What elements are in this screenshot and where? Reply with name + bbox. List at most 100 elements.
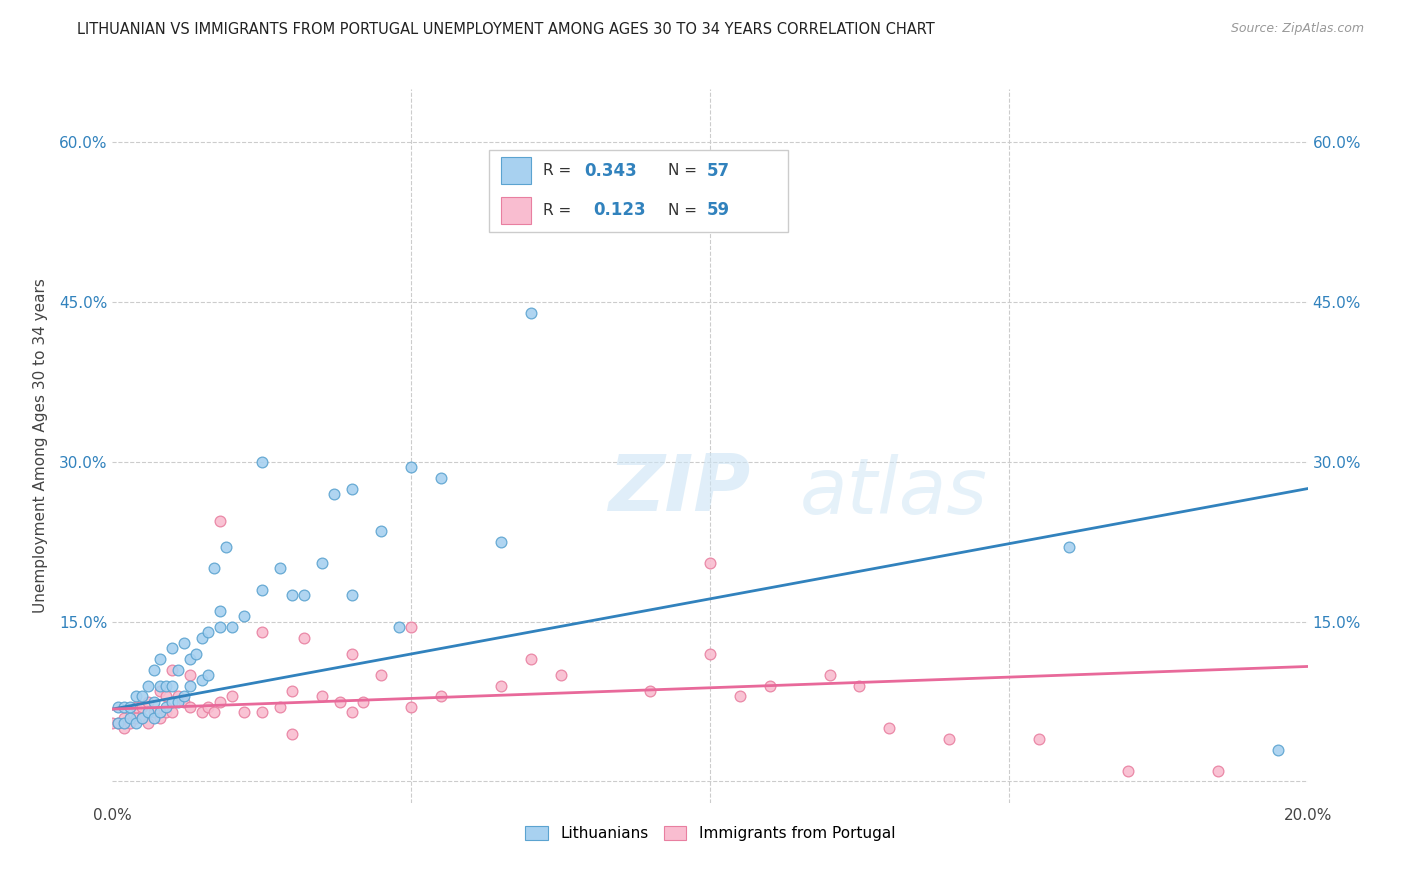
Point <box>1057 540 1080 554</box>
Point <box>197 625 219 640</box>
Point <box>125 715 148 730</box>
Point <box>143 663 166 677</box>
Point <box>167 690 190 704</box>
Point <box>120 710 142 724</box>
Point <box>640 684 662 698</box>
Point <box>292 631 315 645</box>
Text: Source: ZipAtlas.com: Source: ZipAtlas.com <box>1230 22 1364 36</box>
Point <box>370 524 392 539</box>
Point <box>329 695 352 709</box>
Point <box>281 726 304 740</box>
Point <box>281 588 304 602</box>
Point <box>114 715 135 730</box>
Point <box>209 604 232 618</box>
Point <box>125 700 148 714</box>
Point <box>489 534 512 549</box>
Point <box>699 556 721 570</box>
Point <box>221 620 243 634</box>
Point <box>269 561 291 575</box>
Point <box>149 710 172 724</box>
Point <box>340 588 363 602</box>
Point <box>149 679 172 693</box>
Point <box>197 668 219 682</box>
Point <box>340 482 363 496</box>
Point <box>430 690 453 704</box>
Point <box>340 647 363 661</box>
Point <box>322 487 344 501</box>
Point <box>353 695 375 709</box>
Point <box>401 700 423 714</box>
Point <box>311 556 333 570</box>
Point <box>818 668 841 682</box>
Point <box>311 690 333 704</box>
Point <box>162 663 183 677</box>
Point <box>173 695 195 709</box>
Point <box>179 679 201 693</box>
Point <box>173 636 195 650</box>
Point <box>138 715 160 730</box>
Point <box>131 700 153 714</box>
Point <box>125 710 148 724</box>
Point <box>114 721 135 735</box>
Point <box>138 679 160 693</box>
Legend: Lithuanians, Immigrants from Portugal: Lithuanians, Immigrants from Portugal <box>517 818 903 848</box>
Point <box>162 679 183 693</box>
Point <box>162 641 183 656</box>
Point <box>120 700 142 714</box>
Point <box>197 700 219 714</box>
Point <box>759 679 782 693</box>
Y-axis label: Unemployment Among Ages 30 to 34 years: Unemployment Among Ages 30 to 34 years <box>32 278 48 614</box>
Point <box>143 706 166 720</box>
Point <box>430 471 453 485</box>
Point <box>292 588 315 602</box>
Point <box>114 710 135 724</box>
Point <box>550 668 572 682</box>
Point <box>155 690 177 704</box>
Point <box>131 710 153 724</box>
Point <box>167 663 190 677</box>
Point <box>209 620 232 634</box>
Point <box>191 631 214 645</box>
Point <box>155 679 177 693</box>
Point <box>250 625 273 640</box>
Point <box>186 647 208 661</box>
Point <box>848 679 870 693</box>
Point <box>215 540 238 554</box>
Point <box>401 460 423 475</box>
Point <box>131 690 153 704</box>
Point <box>250 455 273 469</box>
Point <box>1028 731 1050 746</box>
Point <box>114 700 135 714</box>
Point <box>209 695 232 709</box>
Point <box>131 710 153 724</box>
Point <box>162 706 183 720</box>
Point <box>209 514 232 528</box>
Point <box>388 620 411 634</box>
Point <box>250 582 273 597</box>
Point <box>938 731 960 746</box>
Point <box>281 684 304 698</box>
Point <box>191 673 214 688</box>
Point <box>221 690 243 704</box>
Point <box>167 695 190 709</box>
Point <box>107 700 129 714</box>
Point <box>879 721 901 735</box>
Point <box>143 695 166 709</box>
Point <box>149 684 172 698</box>
Point <box>401 620 423 634</box>
Point <box>179 668 201 682</box>
Point <box>101 715 124 730</box>
Point <box>520 306 543 320</box>
Point <box>143 710 166 724</box>
Point <box>233 609 256 624</box>
Point <box>138 706 160 720</box>
Point <box>120 715 142 730</box>
Text: atlas: atlas <box>800 454 987 531</box>
Point <box>699 647 721 661</box>
Point <box>520 652 543 666</box>
Point <box>1267 742 1289 756</box>
Point <box>179 700 201 714</box>
Point <box>149 706 172 720</box>
Point <box>269 700 291 714</box>
Point <box>233 706 256 720</box>
